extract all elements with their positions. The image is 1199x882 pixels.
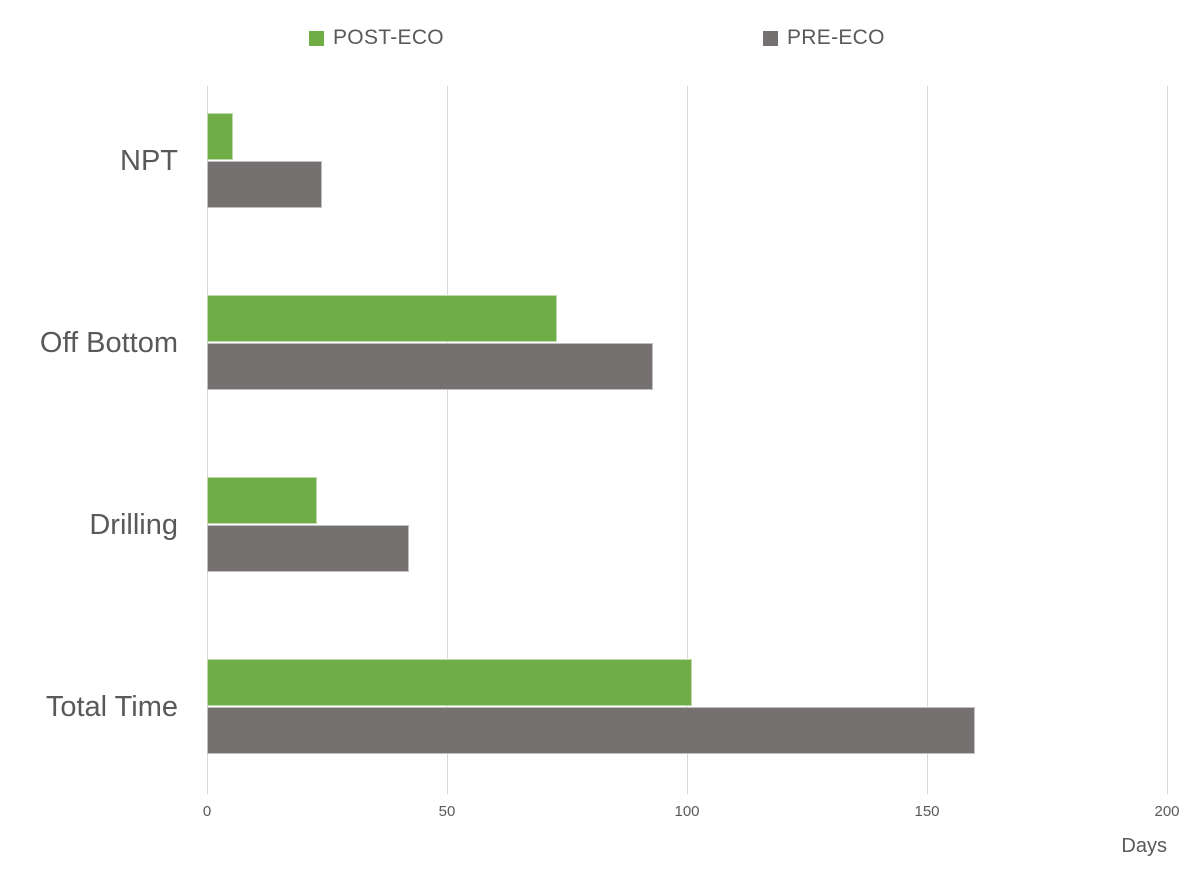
gridline-100 bbox=[686, 86, 688, 794]
x-tick-label-0: 0 bbox=[202, 803, 212, 820]
x-tick-label-150: 150 bbox=[914, 803, 940, 820]
category-label-npt: NPT bbox=[120, 145, 178, 177]
bar-pre-eco-npt bbox=[207, 161, 323, 208]
bar-pre-eco-drilling bbox=[207, 525, 409, 572]
x-tick-label-50: 50 bbox=[438, 803, 456, 820]
category-label-off-bottom: Off Bottom bbox=[39, 327, 178, 359]
category-label-total-time: Total Time bbox=[45, 691, 178, 723]
category-label-drilling: Drilling bbox=[89, 509, 178, 541]
legend-item-pre-eco: PRE-ECO bbox=[763, 23, 885, 53]
gridline-50 bbox=[446, 86, 448, 794]
gridline-200 bbox=[1166, 86, 1168, 794]
bar-post-eco-drilling bbox=[207, 477, 318, 524]
legend-item-post-eco: POST-ECO bbox=[309, 23, 444, 53]
gridline-0 bbox=[206, 86, 208, 794]
gridline-150 bbox=[926, 86, 928, 794]
legend-swatch-icon bbox=[309, 30, 324, 46]
bar-post-eco-off-bottom bbox=[207, 295, 558, 342]
x-tick-label-200: 200 bbox=[1154, 803, 1180, 820]
x-axis-title: Days bbox=[1121, 835, 1167, 857]
bar-pre-eco-total-time bbox=[207, 707, 975, 754]
legend-label: PRE-ECO bbox=[787, 26, 885, 49]
bar-post-eco-total-time bbox=[207, 659, 692, 706]
legend-swatch-icon bbox=[763, 30, 778, 46]
bar-post-eco-npt bbox=[207, 113, 234, 160]
x-tick-label-100: 100 bbox=[674, 803, 700, 820]
bar-pre-eco-off-bottom bbox=[207, 343, 654, 390]
legend-label: POST-ECO bbox=[333, 26, 444, 49]
plot-area bbox=[206, 86, 1168, 796]
